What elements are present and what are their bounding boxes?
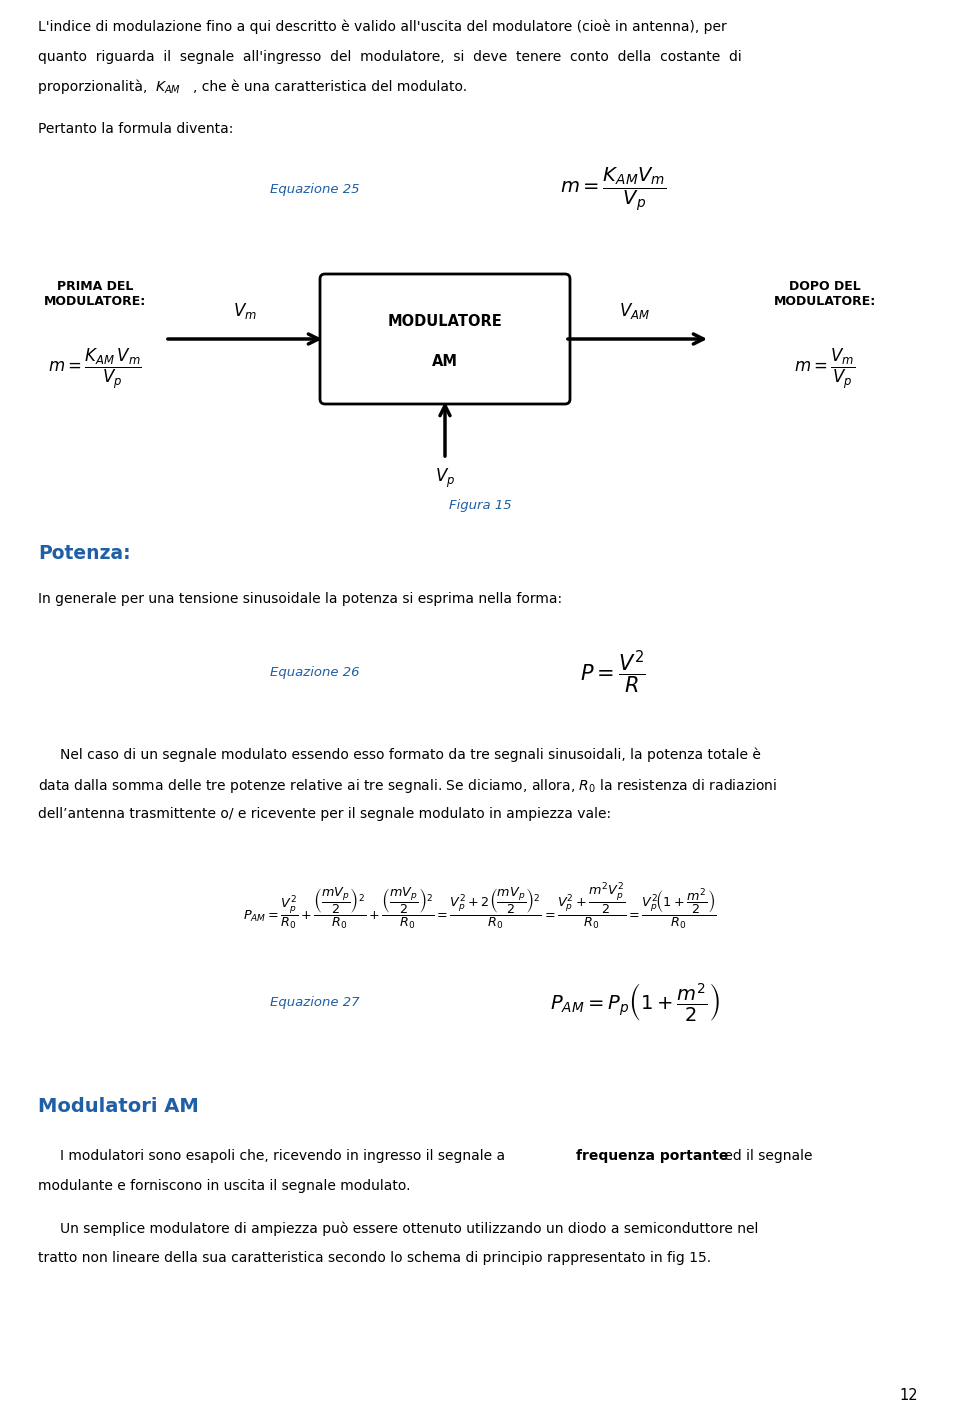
Text: $m = \dfrac{K_{AM}V_m}{V_p}$: $m = \dfrac{K_{AM}V_m}{V_p}$ (560, 165, 666, 212)
Text: Figura 15: Figura 15 (448, 499, 512, 512)
Text: $m = \dfrac{K_{AM}\,V_m}{V_p}$: $m = \dfrac{K_{AM}\,V_m}{V_p}$ (48, 346, 142, 392)
Text: data dalla somma delle tre potenze relative ai tre segnali. Se diciamo, allora, : data dalla somma delle tre potenze relat… (38, 777, 778, 795)
Text: Un semplice modulatore di ampiezza può essere ottenuto utilizzando un diodo a se: Un semplice modulatore di ampiezza può e… (60, 1221, 758, 1235)
Text: $V_{AM}$: $V_{AM}$ (619, 301, 651, 321)
Text: proporzionalità,: proporzionalità, (38, 80, 152, 94)
Text: I modulatori sono esapoli che, ricevendo in ingresso il segnale a: I modulatori sono esapoli che, ricevendo… (60, 1149, 510, 1163)
Text: DOPO DEL
MODULATORE:: DOPO DEL MODULATORE: (774, 279, 876, 308)
Text: $V_m$: $V_m$ (233, 301, 257, 321)
Text: Modulatori AM: Modulatori AM (38, 1097, 199, 1116)
Text: , che è una caratteristica del modulato.: , che è una caratteristica del modulato. (193, 80, 468, 94)
Text: L'indice di modulazione fino a qui descritto è valido all'uscita del modulatore : L'indice di modulazione fino a qui descr… (38, 20, 727, 34)
Text: Potenza:: Potenza: (38, 544, 131, 563)
Text: MODULATORE: MODULATORE (388, 314, 502, 329)
Text: 12: 12 (900, 1388, 918, 1404)
Text: Pertanto la formula diventa:: Pertanto la formula diventa: (38, 123, 233, 135)
Text: $P = \dfrac{V^2}{R}$: $P = \dfrac{V^2}{R}$ (580, 648, 646, 695)
Text: $P_{AM} = P_p\left(1 + \dfrac{m^2}{2}\right)$: $P_{AM} = P_p\left(1 + \dfrac{m^2}{2}\ri… (550, 980, 720, 1023)
Text: frequenza portante: frequenza portante (576, 1149, 729, 1163)
Text: In generale per una tensione sinusoidale la potenza si esprima nella forma:: In generale per una tensione sinusoidale… (38, 591, 563, 606)
Text: $P_{AM} = \dfrac{V_p^2}{R_0} + \dfrac{\left(\dfrac{mV_p}{2}\right)^2}{R_0} + \df: $P_{AM} = \dfrac{V_p^2}{R_0} + \dfrac{\l… (243, 882, 717, 932)
Text: dell’antenna trasmittente o/ e ricevente per il segnale modulato in ampiezza val: dell’antenna trasmittente o/ e ricevente… (38, 807, 612, 821)
Text: Equazione 27: Equazione 27 (270, 996, 359, 1009)
Text: quanto  riguarda  il  segnale  all'ingresso  del  modulatore,  si  deve  tenere : quanto riguarda il segnale all'ingresso … (38, 50, 742, 64)
Text: $K_{AM}$: $K_{AM}$ (155, 80, 180, 97)
Text: $V_p$: $V_p$ (435, 467, 455, 490)
Text: Equazione 25: Equazione 25 (270, 182, 359, 195)
Text: ed il segnale: ed il segnale (720, 1149, 812, 1163)
Text: tratto non lineare della sua caratteristica secondo lo schema di principio rappr: tratto non lineare della sua caratterist… (38, 1251, 711, 1265)
Text: AM: AM (432, 353, 458, 369)
Text: PRIMA DEL
MODULATORE:: PRIMA DEL MODULATORE: (44, 279, 146, 308)
Text: Equazione 26: Equazione 26 (270, 665, 359, 678)
Text: $m = \dfrac{V_m}{V_p}$: $m = \dfrac{V_m}{V_p}$ (794, 346, 856, 392)
Text: Nel caso di un segnale modulato essendo esso formato da tre segnali sinusoidali,: Nel caso di un segnale modulato essendo … (60, 747, 761, 761)
FancyBboxPatch shape (320, 274, 570, 405)
Text: modulante e forniscono in uscita il segnale modulato.: modulante e forniscono in uscita il segn… (38, 1178, 411, 1193)
